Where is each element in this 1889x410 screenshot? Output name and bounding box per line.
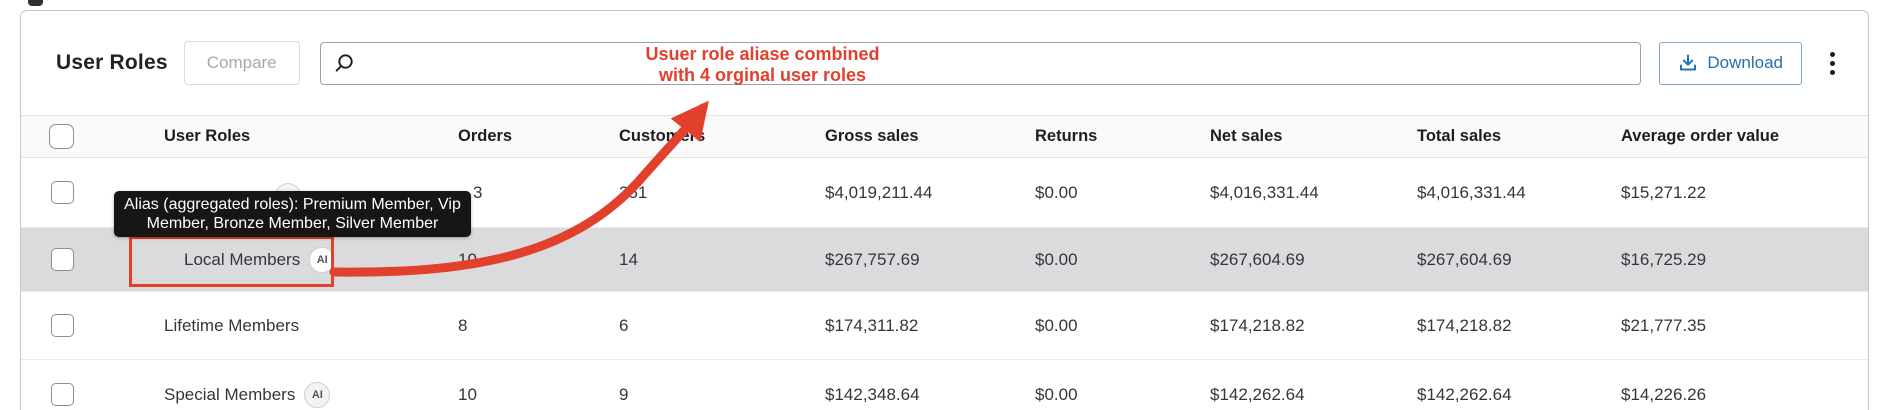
search-box[interactable] bbox=[319, 41, 1642, 85]
select-all-checkbox[interactable] bbox=[49, 124, 74, 149]
gross-sales-cell: $142,348.64 bbox=[825, 384, 920, 404]
download-button-label: Download bbox=[1707, 53, 1783, 72]
user-role-name: Special Members bbox=[164, 384, 296, 404]
clipped-element-fragment bbox=[28, 0, 43, 6]
total-sales-cell: $4,016,331.44 bbox=[1417, 182, 1526, 202]
orders-cell: 10 bbox=[458, 249, 477, 269]
annotation-note: Usuer role aliase combined with 4 orgina… bbox=[575, 44, 950, 86]
column-header-avg-order-value[interactable]: Average order value bbox=[1621, 127, 1780, 145]
alias-tooltip-line2: Member, Bronze Member, Silver Member bbox=[146, 215, 439, 232]
column-header-total-sales[interactable]: Total sales bbox=[1417, 127, 1502, 145]
orders-cell: 8 bbox=[458, 315, 468, 335]
toolbar: User Roles Compare Download bbox=[21, 11, 1868, 115]
total-sales-cell: $142,262.64 bbox=[1417, 384, 1512, 404]
user-role-name: Local Members bbox=[184, 249, 301, 269]
annotation-highlight-box bbox=[129, 236, 334, 287]
gross-sales-cell: $174,311.82 bbox=[825, 315, 919, 335]
alias-tooltip-line1: Alias (aggregated roles): Premium Member… bbox=[124, 195, 461, 213]
row-checkbox[interactable] bbox=[51, 181, 74, 204]
avg-order-value-cell: $21,777.35 bbox=[1621, 315, 1707, 335]
returns-cell: $0.00 bbox=[1035, 315, 1078, 335]
column-header-customers[interactable]: Customers bbox=[619, 127, 706, 145]
gross-sales-cell: $4,019,211.44 bbox=[825, 182, 933, 202]
download-icon bbox=[1680, 54, 1697, 71]
user-role-name-cell: Special Members AI bbox=[164, 381, 458, 408]
total-sales-cell: $267,604.69 bbox=[1417, 249, 1512, 269]
ai-badge: AI bbox=[304, 381, 331, 408]
page-title: User Roles bbox=[56, 51, 168, 74]
net-sales-cell: $4,016,331.44 bbox=[1210, 182, 1319, 202]
net-sales-cell: $267,604.69 bbox=[1210, 249, 1305, 269]
net-sales-cell: $142,262.64 bbox=[1210, 384, 1305, 404]
customers-cell: 351 bbox=[619, 182, 648, 202]
more-options-kebab-button[interactable] bbox=[1818, 41, 1846, 85]
download-button[interactable]: Download bbox=[1659, 41, 1802, 85]
alias-tooltip: Alias (aggregated roles): Premium Member… bbox=[114, 191, 471, 237]
row-checkbox[interactable] bbox=[51, 314, 74, 337]
gross-sales-cell: $267,757.69 bbox=[825, 249, 920, 269]
table-row-local-members[interactable]: Local Members AI 10 14 $267,757.69 $0.00… bbox=[21, 228, 1868, 292]
search-input[interactable] bbox=[354, 42, 1629, 84]
column-header-orders[interactable]: Orders bbox=[458, 127, 513, 145]
total-sales-cell: $174,218.82 bbox=[1417, 315, 1512, 335]
returns-cell: $0.00 bbox=[1035, 249, 1078, 269]
avg-order-value-cell: $16,725.29 bbox=[1621, 249, 1707, 269]
compare-button-label: Compare bbox=[206, 53, 277, 72]
table-row-special-members[interactable]: Special Members AI 10 9 $142,348.64 $0.0… bbox=[21, 360, 1868, 410]
annotation-note-line1: Usuer role aliase combined bbox=[645, 44, 880, 64]
avg-order-value-cell: $14,226.26 bbox=[1621, 384, 1707, 404]
row-checkbox[interactable] bbox=[51, 383, 74, 406]
column-header-gross-sales[interactable]: Gross sales bbox=[825, 127, 919, 145]
orders-cell: 3 bbox=[473, 182, 483, 202]
orders-cell: 10 bbox=[458, 384, 477, 404]
returns-cell: $0.00 bbox=[1035, 182, 1078, 202]
user-role-name: Lifetime Members bbox=[164, 315, 300, 335]
table-row-lifetime-members[interactable]: Lifetime Members 8 6 $174,311.82 $0.00 $… bbox=[21, 292, 1868, 360]
annotation-note-line2: with 4 orginal user roles bbox=[658, 65, 867, 85]
column-header-user-roles[interactable]: User Roles bbox=[164, 127, 251, 145]
avg-order-value-cell: $15,271.22 bbox=[1621, 182, 1707, 202]
compare-button[interactable]: Compare bbox=[183, 41, 300, 85]
user-role-name-cell: Lifetime Members bbox=[164, 316, 458, 336]
table-header-row: User Roles Orders Customers Gross sales … bbox=[21, 115, 1868, 158]
customers-cell: 9 bbox=[619, 384, 629, 404]
search-icon bbox=[335, 54, 353, 72]
customers-cell: 6 bbox=[619, 315, 629, 335]
net-sales-cell: $174,218.82 bbox=[1210, 315, 1305, 335]
column-header-returns[interactable]: Returns bbox=[1035, 127, 1098, 145]
column-header-net-sales[interactable]: Net sales bbox=[1210, 127, 1283, 145]
report-card: User Roles Compare Download bbox=[20, 10, 1869, 410]
user-role-name-cell: Local Members AI bbox=[164, 246, 458, 273]
row-checkbox[interactable] bbox=[51, 248, 74, 271]
customers-cell: 14 bbox=[619, 249, 638, 269]
returns-cell: $0.00 bbox=[1035, 384, 1078, 404]
